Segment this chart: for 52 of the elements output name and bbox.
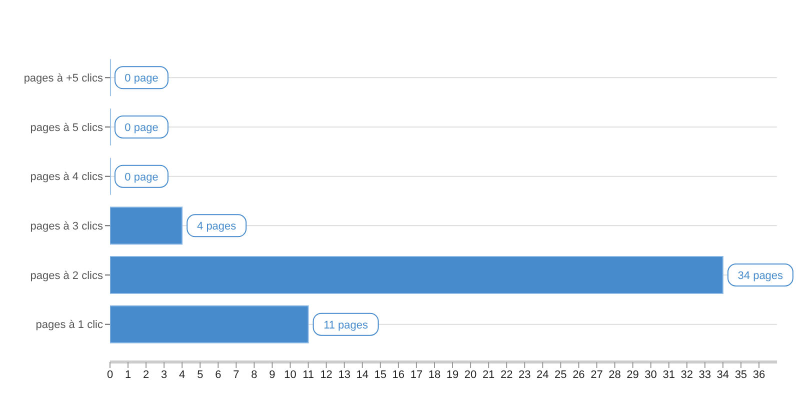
x-tick-label: 22 — [500, 368, 513, 381]
bar — [110, 256, 724, 294]
y-tick-label: pages à 4 clics — [30, 171, 104, 184]
data-label: 34 pages — [738, 270, 784, 282]
x-tick-label: 27 — [590, 368, 603, 381]
x-tick-label: 0 — [106, 368, 114, 381]
x-tick-label: 34 — [716, 368, 730, 381]
bar — [110, 305, 309, 344]
x-tick-label: 6 — [215, 368, 222, 381]
x-tick-label: 33 — [698, 368, 712, 381]
x-tick-label: 8 — [251, 368, 258, 381]
x-tick-label: 4 — [179, 368, 186, 381]
data-label: 11 pages — [324, 319, 369, 332]
x-tick-label: 26 — [572, 368, 585, 381]
x-tick-label: 10 — [284, 368, 296, 381]
data-label: 0 page — [124, 122, 158, 134]
x-tick-label: 7 — [233, 368, 240, 381]
x-tick-label: 14 — [356, 368, 369, 381]
x-tick-label: 20 — [464, 368, 477, 381]
x-tick-label: 18 — [428, 368, 441, 381]
x-tick-label: 1 — [124, 368, 132, 381]
x-tick-label: 31 — [662, 368, 675, 381]
x-tick-label: 25 — [554, 368, 567, 381]
x-tick-label: 5 — [197, 368, 204, 381]
x-tick-label: 16 — [392, 368, 405, 381]
x-tick-label: 21 — [482, 368, 495, 381]
y-tick-label: pages à 3 clics — [30, 220, 104, 233]
x-tick-label: 30 — [644, 368, 657, 381]
data-label: 0 page — [124, 72, 158, 85]
y-tick-label: pages à 1 clic — [36, 319, 104, 332]
x-tick-label: 32 — [680, 368, 693, 381]
y-tick-label: pages à 5 clics — [30, 122, 104, 134]
x-tick-label: 15 — [374, 368, 387, 381]
x-tick-label: 13 — [338, 368, 350, 381]
x-tick-label: 17 — [410, 368, 423, 381]
x-tick-label: 29 — [626, 368, 639, 381]
y-tick-label: pages à 2 clics — [30, 270, 104, 282]
x-tick-label: 12 — [320, 368, 332, 381]
x-tick-label: 28 — [608, 368, 621, 381]
x-tick-label: 9 — [269, 368, 276, 381]
x-tick-label: 36 — [752, 368, 766, 381]
x-tick-label: 19 — [446, 368, 459, 381]
x-tick-label: 23 — [518, 368, 531, 381]
bar — [110, 206, 183, 245]
x-tick-label: 35 — [734, 368, 748, 381]
x-tick-label: 24 — [536, 368, 549, 381]
x-tick-label: 2 — [142, 368, 150, 381]
x-tick-label: 3 — [161, 368, 168, 381]
data-label: 4 pages — [197, 220, 237, 233]
data-label: 0 page — [124, 171, 158, 184]
y-tick-label: pages à +5 clics — [24, 72, 104, 85]
x-tick-label: 11 — [302, 368, 314, 381]
